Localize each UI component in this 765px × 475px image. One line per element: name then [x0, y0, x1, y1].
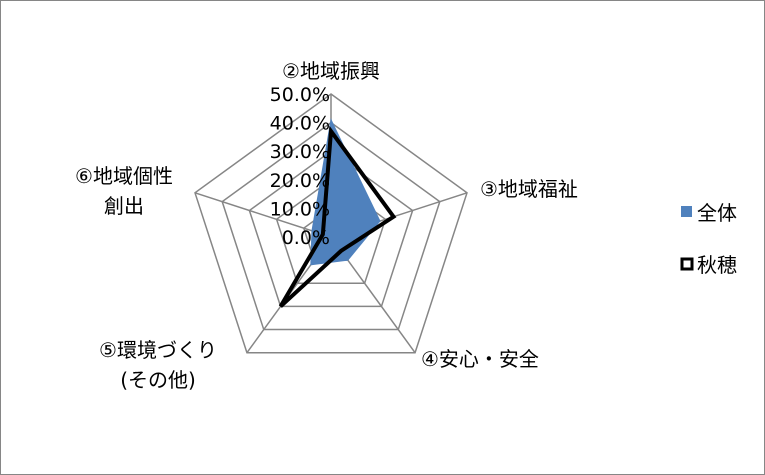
- axis-label: 創出: [104, 194, 144, 218]
- axis-label: ②地域振興: [282, 59, 380, 83]
- axis-label: ③地域福祉: [480, 177, 578, 201]
- tick-label: 30.0%: [270, 141, 330, 163]
- axis-spoke: [194, 192, 332, 238]
- grid-ring: [248, 150, 414, 308]
- series-line-1: [278, 125, 397, 308]
- legend-swatch: [680, 257, 694, 271]
- axis-label: ④安心・安全: [421, 347, 539, 371]
- tick-label: 0.0%: [282, 227, 330, 249]
- grid-ring: [221, 121, 441, 331]
- grid-ring: [194, 93, 468, 354]
- legend-label: 秋穂: [697, 253, 737, 277]
- legend-label: 全体: [697, 201, 737, 225]
- tick-label: 10.0%: [270, 198, 330, 220]
- legend-swatch: [681, 206, 692, 217]
- tick-label: 20.0%: [270, 170, 330, 192]
- tick-label: 50.0%: [270, 84, 330, 106]
- axis-label: ⑤環境づくり: [99, 338, 217, 362]
- tick-label: 40.0%: [270, 113, 330, 135]
- axis-label: ⑥地域個性: [75, 164, 173, 188]
- axis-label: (その他): [120, 368, 196, 392]
